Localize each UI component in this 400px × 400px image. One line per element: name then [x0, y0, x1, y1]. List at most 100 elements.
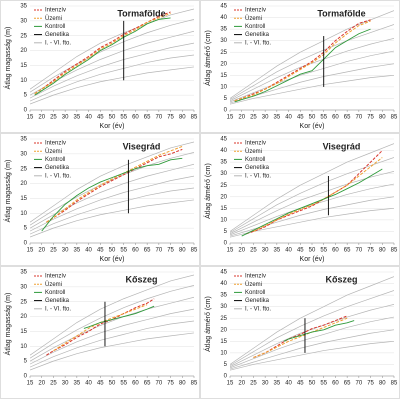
chart-title: Kőszeg — [126, 274, 158, 284]
x-tick-label: 65 — [344, 248, 351, 254]
reference-curve — [230, 340, 394, 371]
y-tick-label: 20 — [20, 181, 27, 187]
y-tick-label: 20 — [20, 314, 27, 320]
chart-panel: 0 5 10 15 20 25 30 35 15 20 25 30 35 40 45 50 55 60 65 70 75… — [0, 266, 200, 399]
reference-curve — [230, 316, 394, 369]
legend-label: I. - VI. fto. — [45, 306, 71, 312]
y-tick-label: 45 — [220, 4, 227, 10]
reference-curve — [30, 141, 194, 223]
legend-label: Kontroll — [45, 290, 65, 296]
chart-title: Visegrád — [123, 141, 161, 151]
x-tick-label: 25 — [250, 381, 257, 387]
y-tick-label: 30 — [20, 18, 27, 24]
y-tick-label: 5 — [24, 359, 28, 365]
x-tick-label: 70 — [156, 381, 163, 387]
y-tick-label: 15 — [20, 196, 27, 202]
x-tick-label: 40 — [285, 115, 292, 121]
legend-label: Genetika — [45, 32, 70, 38]
y-tick-label: 35 — [20, 4, 27, 10]
legend-label: Intenzív — [45, 141, 66, 147]
y-tick-label: 20 — [220, 194, 227, 200]
x-tick-label: 25 — [50, 248, 57, 254]
reference-curve — [30, 296, 194, 362]
x-tick-label: 75 — [367, 115, 374, 121]
x-tick-label: 40 — [85, 115, 92, 121]
legend-label: Kontroll — [45, 157, 65, 163]
y-tick-label: 0 — [224, 374, 228, 380]
x-axis-label: Kor (év) — [100, 256, 125, 263]
x-tick-label: 25 — [250, 248, 257, 254]
y-tick-label: 25 — [20, 166, 27, 172]
x-tick-label: 70 — [356, 381, 363, 387]
reference-curve — [30, 54, 194, 102]
reference-curve — [30, 175, 194, 232]
y-tick-label: 15 — [20, 329, 27, 335]
y-tick-label: 15 — [220, 73, 227, 79]
x-tick-label: 45 — [97, 381, 104, 387]
x-tick-label: 45 — [97, 115, 104, 121]
x-tick-label: 70 — [356, 115, 363, 121]
x-tick-label: 20 — [38, 115, 45, 121]
x-tick-label: 25 — [50, 115, 57, 121]
x-tick-label: 55 — [120, 381, 127, 387]
x-tick-label: 80 — [379, 248, 386, 254]
x-tick-label: 45 — [297, 381, 304, 387]
y-tick-label: 35 — [220, 27, 227, 33]
x-tick-label: 60 — [132, 381, 139, 387]
series-line — [41, 157, 183, 232]
legend-label: Kontroll — [45, 24, 65, 30]
legend-label: Kontroll — [245, 290, 265, 296]
series-line — [234, 19, 371, 102]
x-tick-label: 30 — [62, 248, 69, 254]
x-tick-label: 35 — [74, 248, 81, 254]
x-tick-label: 45 — [297, 115, 304, 121]
x-tick-label: 80 — [179, 115, 186, 121]
x-tick-label: 75 — [167, 381, 174, 387]
y-tick-label: 40 — [220, 148, 227, 154]
reference-curve — [30, 152, 194, 226]
series-line — [246, 150, 383, 235]
x-axis-label: Kor (év) — [300, 123, 325, 130]
x-tick-label: 60 — [332, 115, 339, 121]
legend-label: Üzemi — [45, 281, 62, 288]
x-tick-label: 20 — [238, 381, 245, 387]
series-line — [253, 317, 348, 358]
x-tick-label: 40 — [285, 248, 292, 254]
x-tick-label: 30 — [262, 248, 269, 254]
x-tick-label: 30 — [62, 115, 69, 121]
y-tick-label: 0 — [24, 241, 28, 247]
reference-curve — [30, 66, 194, 105]
x-tick-label: 85 — [191, 115, 198, 121]
reference-curve — [30, 199, 194, 238]
series-line — [234, 28, 371, 103]
legend-label: Üzemi — [245, 148, 262, 155]
chart-panel: 0 5 10 15 20 25 30 35 40 45 15 20 25 30 35 40 45 50 55 60 65… — [200, 133, 400, 266]
y-tick-label: 10 — [220, 350, 227, 356]
y-tick-label: 5 — [224, 362, 228, 368]
x-tick-label: 50 — [309, 381, 316, 387]
reference-curve — [30, 8, 194, 90]
legend-label: Genetika — [245, 298, 270, 304]
y-tick-label: 30 — [20, 284, 27, 290]
y-tick-label: 10 — [20, 344, 27, 350]
legend-label: Kontroll — [245, 24, 265, 30]
x-tick-label: 60 — [332, 381, 339, 387]
panel-border — [0, 266, 200, 399]
x-tick-label: 70 — [156, 115, 163, 121]
reference-curve — [30, 19, 194, 93]
y-tick-label: 5 — [224, 229, 228, 235]
legend-label: I. - VI. fto. — [45, 40, 71, 46]
y-axis-label: Átlag átmérő (cm) — [203, 30, 212, 86]
y-tick-label: 45 — [220, 137, 227, 143]
chart-title: Visegrád — [323, 141, 361, 151]
x-tick-label: 55 — [320, 381, 327, 387]
x-tick-label: 40 — [85, 381, 92, 387]
legend-label: I. - VI. fto. — [245, 173, 271, 179]
series-line — [283, 320, 355, 342]
reference-curve — [30, 42, 194, 99]
series-line — [46, 298, 155, 356]
x-tick-label: 15 — [27, 115, 34, 121]
x-tick-label: 35 — [274, 248, 281, 254]
x-tick-label: 85 — [191, 381, 198, 387]
